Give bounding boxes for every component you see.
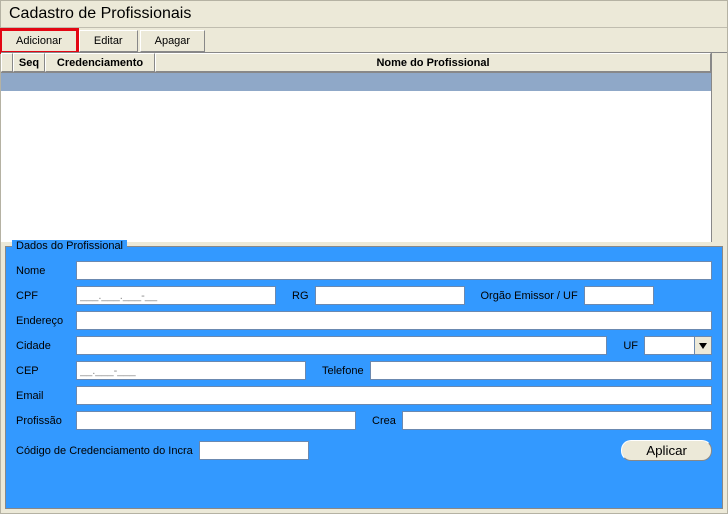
cpf-label: CPF (16, 290, 70, 302)
orgao-label: Orgão Emissor / UF (481, 290, 578, 302)
email-field[interactable] (76, 386, 712, 405)
endereco-field[interactable] (76, 311, 712, 330)
grid-scrollbar[interactable] (711, 53, 727, 242)
toolbar: Adicionar Editar Apagar (1, 28, 727, 52)
aplicar-button[interactable]: Aplicar (621, 440, 712, 461)
adicionar-button[interactable]: Adicionar (1, 30, 77, 52)
col-nome[interactable]: Nome do Profissional (155, 53, 711, 72)
uf-field[interactable] (644, 336, 694, 355)
apagar-button[interactable]: Apagar (140, 30, 205, 52)
app-window: Cadastro de Profissionais Adicionar Edit… (0, 0, 728, 514)
grid-corner (1, 53, 13, 72)
rg-label: RG (292, 290, 309, 302)
cidade-label: Cidade (16, 340, 70, 352)
telefone-field[interactable] (370, 361, 712, 380)
col-credenciamento[interactable]: Credenciamento (45, 53, 155, 72)
col-seq[interactable]: Seq (13, 53, 45, 72)
table-row[interactable] (1, 73, 711, 91)
editar-button[interactable]: Editar (79, 30, 138, 52)
endereco-label: Endereço (16, 315, 70, 327)
professionals-grid: Seq Credenciamento Nome do Profissional (1, 52, 727, 242)
profissao-field[interactable] (76, 411, 356, 430)
panel-legend: Dados do Profissional (12, 240, 127, 252)
cep-label: CEP (16, 365, 70, 377)
window-title: Cadastro de Profissionais (1, 1, 727, 28)
chevron-down-icon[interactable] (694, 336, 712, 355)
crea-label: Crea (372, 415, 396, 427)
cpf-field[interactable] (76, 286, 276, 305)
telefone-label: Telefone (322, 365, 364, 377)
cep-field[interactable] (76, 361, 306, 380)
codigo-label: Código de Credenciamento do Incra (16, 445, 193, 457)
nome-label: Nome (16, 265, 70, 277)
uf-combo[interactable] (644, 336, 712, 355)
codigo-field[interactable] (199, 441, 309, 460)
rg-field[interactable] (315, 286, 465, 305)
grid-header: Seq Credenciamento Nome do Profissional (1, 53, 711, 73)
nome-field[interactable] (76, 261, 712, 280)
uf-label: UF (623, 340, 638, 352)
dados-profissional-panel: Dados do Profissional Nome CPF RG Orgão … (5, 246, 723, 509)
crea-field[interactable] (402, 411, 712, 430)
orgao-field[interactable] (584, 286, 654, 305)
grid-body[interactable] (1, 73, 711, 242)
cidade-field[interactable] (76, 336, 607, 355)
email-label: Email (16, 390, 70, 402)
profissao-label: Profissão (16, 415, 70, 427)
